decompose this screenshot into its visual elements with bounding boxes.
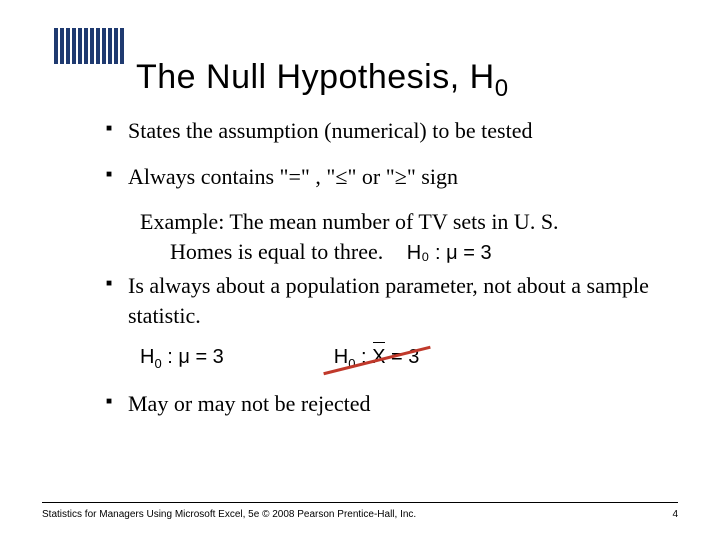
slide-title: The Null Hypothesis, H0 bbox=[136, 58, 509, 103]
equation-correct: H0 : μ = 3 bbox=[140, 346, 224, 371]
equation-wrong: H0 : X = 3 bbox=[334, 346, 420, 371]
eq-correct-H: H bbox=[140, 346, 154, 368]
bullet-3: Is always about a population parameter, … bbox=[106, 271, 712, 330]
title-subscript: 0 bbox=[495, 75, 509, 102]
page-number: 4 bbox=[672, 509, 678, 520]
slide: The Null Hypothesis, H0 States the assum… bbox=[0, 0, 720, 540]
bullet-1: States the assumption (numerical) to be … bbox=[106, 116, 712, 146]
example-block: Example: The mean number of TV sets in U… bbox=[140, 207, 712, 267]
bullet-2: Always contains "=" , "≤" or "≥" sign bbox=[106, 162, 712, 192]
eq-correct-rest: : μ = 3 bbox=[162, 346, 224, 368]
equation-row: H0 : μ = 3 H0 : X = 3 bbox=[140, 346, 712, 371]
decor-bars bbox=[54, 28, 124, 64]
footer-copyright: Statistics for Managers Using Microsoft … bbox=[42, 509, 416, 520]
slide-body: States the assumption (numerical) to be … bbox=[106, 116, 712, 435]
eq-wrong-H: H bbox=[334, 346, 348, 368]
footer: Statistics for Managers Using Microsoft … bbox=[42, 502, 678, 520]
eq-correct-sub: 0 bbox=[154, 356, 161, 371]
example-equation: H₀ : μ = 3 bbox=[407, 242, 492, 264]
title-text: The Null Hypothesis, H bbox=[136, 58, 495, 96]
bullet-4: May or may not be rejected bbox=[106, 389, 712, 419]
example-line1: Example: The mean number of TV sets in U… bbox=[140, 209, 559, 234]
example-line2: Homes is equal to three. bbox=[170, 239, 383, 264]
